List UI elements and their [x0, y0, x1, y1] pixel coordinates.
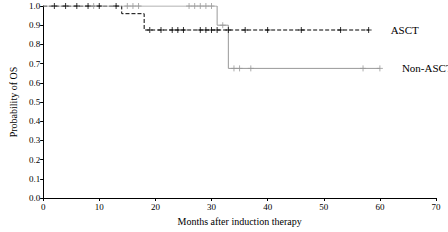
svg-text:Non-ASCT: Non-ASCT	[402, 62, 448, 74]
svg-text:50: 50	[319, 202, 329, 212]
svg-text:ASCT: ASCT	[391, 24, 419, 36]
svg-text:10: 10	[95, 202, 105, 212]
svg-text:0.7: 0.7	[29, 59, 41, 69]
svg-text:0.9: 0.9	[29, 20, 41, 30]
svg-text:0.1: 0.1	[29, 174, 40, 184]
svg-text:0.2: 0.2	[29, 155, 40, 165]
svg-text:Probability of OS: Probability of OS	[8, 67, 19, 138]
svg-text:0.8: 0.8	[29, 39, 41, 49]
svg-text:0.4: 0.4	[29, 116, 41, 126]
svg-text:1.0: 1.0	[29, 1, 41, 11]
svg-text:70: 70	[432, 202, 442, 212]
svg-text:20: 20	[151, 202, 161, 212]
svg-text:Months after induction therapy: Months after induction therapy	[178, 216, 302, 227]
svg-text:30: 30	[207, 202, 217, 212]
svg-text:0.0: 0.0	[29, 193, 41, 203]
svg-text:0.6: 0.6	[29, 78, 41, 88]
svg-text:40: 40	[263, 202, 273, 212]
svg-text:60: 60	[375, 202, 385, 212]
svg-text:0: 0	[41, 202, 46, 212]
svg-text:0.3: 0.3	[29, 135, 41, 145]
svg-text:0.5: 0.5	[29, 97, 41, 107]
